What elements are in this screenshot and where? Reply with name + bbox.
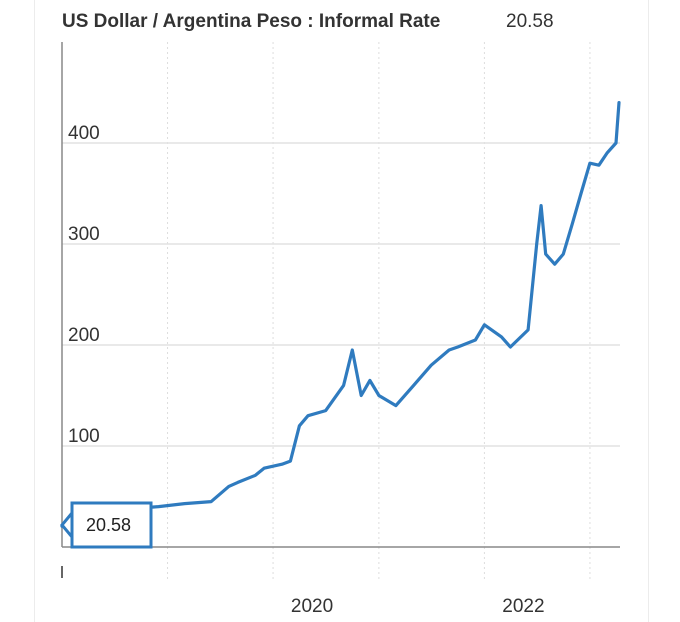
frame-right-border [648,0,649,622]
y-tick-labels: 100 200 300 400 [68,123,100,447]
grid-vertical [167,42,591,579]
grid-horizontal [62,142,620,447]
value-flag-arrow [60,508,74,542]
x-tick-label: 2020 [291,596,333,617]
y-tick-label: 200 [68,325,100,346]
value-flag-box [70,501,153,549]
chart-title: US Dollar / Argentina Peso : Informal Ra… [62,11,441,32]
y-tick-label: 100 [68,426,100,447]
last-value: 20.58 [506,11,554,32]
x-tick-label: 2022 [502,596,544,617]
x-tick-labels: 2020 2022 [291,596,545,617]
value-flag: 20.58 [60,501,153,549]
y-tick-label: 300 [68,224,100,245]
y-tick-label: 400 [68,123,100,144]
series-line [60,101,621,528]
frame-left-border [34,0,35,622]
value-flag-label: 20.58 [86,515,131,535]
